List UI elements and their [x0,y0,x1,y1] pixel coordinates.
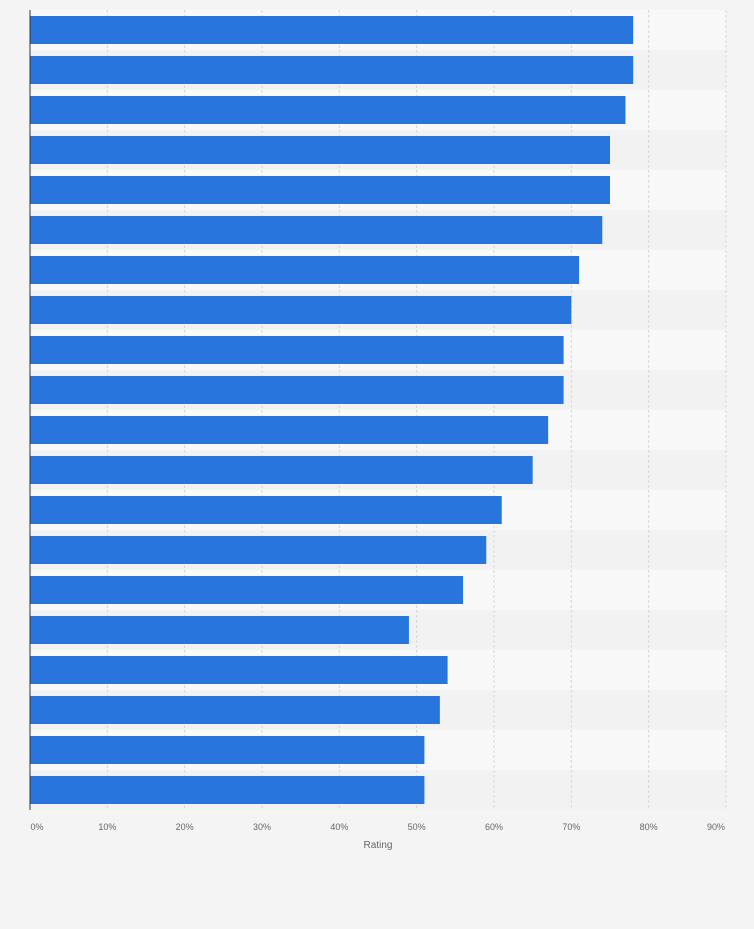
x-tick-label: 80% [640,822,658,832]
x-tick-label: 30% [253,822,271,832]
bar[interactable] [30,496,502,524]
x-axis-ticks: 0% 10% 20% 30% 40% 50% 60% 70% 80% 90% [30,822,725,832]
bar[interactable] [30,416,549,444]
x-tick-label: 50% [408,822,426,832]
bar[interactable] [30,776,425,804]
x-tick-label: 0% [30,822,43,832]
bar[interactable] [30,256,580,284]
bar[interactable] [30,536,487,564]
bar[interactable] [30,656,448,684]
x-tick-label: 60% [485,822,503,832]
bar[interactable] [30,16,634,44]
bar[interactable] [30,336,564,364]
bar[interactable] [30,56,634,84]
x-tick-label: 40% [330,822,348,832]
bar[interactable] [30,136,610,164]
x-axis-title: Rating [364,840,393,851]
bars-group [30,16,634,804]
x-tick-label: 70% [562,822,580,832]
bar[interactable] [30,456,533,484]
bar[interactable] [30,176,610,204]
x-tick-label: 10% [98,822,116,832]
bar[interactable] [30,376,564,404]
bar[interactable] [30,216,603,244]
x-tick-label: 90% [707,822,725,832]
plot-bands [30,10,726,810]
bar[interactable] [30,736,425,764]
x-tick-label: 20% [176,822,194,832]
bar[interactable] [30,296,572,324]
bar[interactable] [30,576,464,604]
bar[interactable] [30,696,440,724]
bar[interactable] [30,96,626,124]
bar[interactable] [30,616,409,644]
